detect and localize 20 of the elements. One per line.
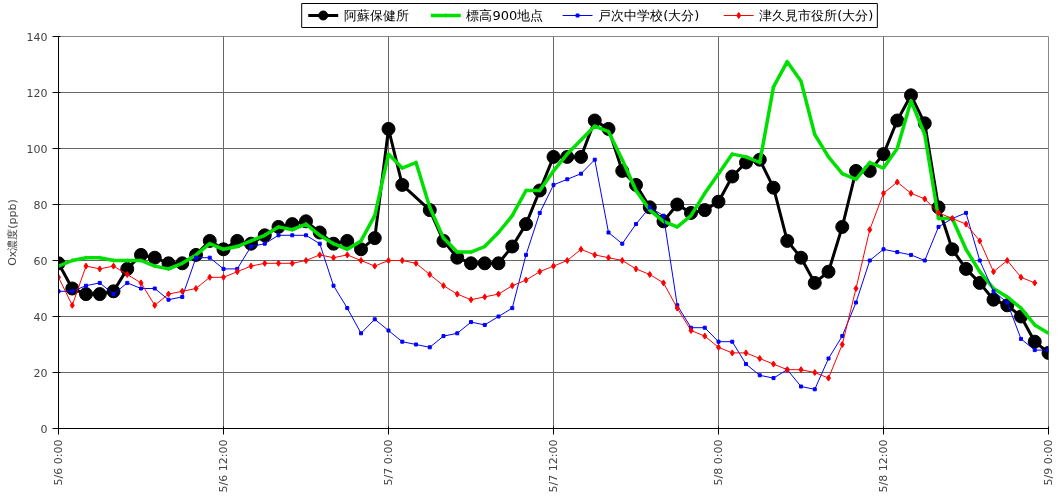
- y-tick-label: 40: [33, 310, 48, 324]
- y-tick-label: 0: [40, 422, 48, 436]
- y-tick-label: 100: [26, 142, 48, 156]
- legend-label: 津久見市役所(大分): [759, 8, 874, 23]
- x-tick-label: 5/6 12:00: [217, 439, 230, 493]
- y-axis-title: Ox濃度(ppb): [5, 199, 19, 266]
- y-tick-label: 120: [26, 86, 48, 100]
- legend-label: 阿蘇保健所: [343, 8, 409, 23]
- x-tick-label: 5/8 12:00: [877, 439, 890, 493]
- y-tick-label: 20: [33, 366, 48, 380]
- legend-label: 戸次中学校(大分): [598, 8, 700, 23]
- y-tick-label: 60: [33, 254, 48, 268]
- y-tick-label: 80: [33, 198, 48, 212]
- x-tick-label: 5/7 12:00: [547, 439, 560, 493]
- legend-label: 標高900地点: [466, 8, 544, 23]
- x-tick-label: 5/6 0:00: [52, 439, 65, 486]
- x-tick-label: 5/7 0:00: [382, 439, 395, 486]
- y-tick-label: 140: [26, 30, 48, 44]
- x-tick-label: 5/9 0:00: [1042, 439, 1055, 486]
- x-tick-label: 5/8 0:00: [712, 439, 725, 486]
